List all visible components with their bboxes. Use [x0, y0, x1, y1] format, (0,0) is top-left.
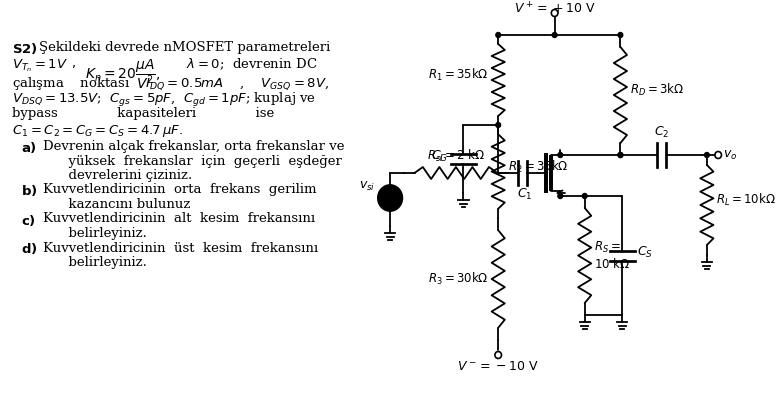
- Text: $C_1=C_2=C_G=C_S=4.7\,\mu F$$.  $: $C_1=C_2=C_G=C_S=4.7\,\mu F$$. $: [12, 123, 184, 139]
- Text: $R_1{=}35\mathrm{k}\Omega$: $R_1{=}35\mathrm{k}\Omega$: [428, 67, 488, 83]
- Text: $\mathbf{b)}$: $\mathbf{b)}$: [21, 183, 37, 199]
- Text: kazancını bulunuz: kazancını bulunuz: [44, 198, 191, 211]
- Text: çalışma    noktası    $I_{DQ}=0.5mA$    ,    $V_{GSQ}=8V$,: çalışma noktası $I_{DQ}=0.5mA$ , $V_{GSQ…: [12, 75, 330, 92]
- Circle shape: [618, 33, 622, 37]
- Text: $\mathbf{S2)}$: $\mathbf{S2)}$: [12, 41, 38, 56]
- Text: yüksek  frekanslar  için  geçerli  eşdeğer: yüksek frekanslar için geçerli eşdeğer: [44, 154, 342, 168]
- Text: bypass              kapasiteleri              ise: bypass kapasiteleri ise: [12, 107, 274, 120]
- Text: $\mathbf{c)}$: $\mathbf{c)}$: [21, 212, 36, 228]
- Text: $K_n=20\dfrac{\mu A}{V^2},$: $K_n=20\dfrac{\mu A}{V^2},$: [85, 57, 160, 91]
- Circle shape: [583, 193, 587, 199]
- Text: $R_D=3\mathrm{k}\Omega$: $R_D=3\mathrm{k}\Omega$: [629, 82, 684, 98]
- Text: $R_{si}=2\ \mathrm{k}\Omega$: $R_{si}=2\ \mathrm{k}\Omega$: [427, 148, 485, 164]
- Text: $C_1$: $C_1$: [516, 187, 532, 202]
- Circle shape: [704, 152, 709, 158]
- Text: devrelerini çiziniz.: devrelerini çiziniz.: [44, 169, 192, 182]
- Text: Kuvvetlendiricinin  üst  kesim  frekansını: Kuvvetlendiricinin üst kesim frekansını: [44, 241, 319, 255]
- Circle shape: [552, 33, 557, 37]
- Text: $,$: $,$: [71, 57, 76, 70]
- Text: $\mathbf{d)}$: $\mathbf{d)}$: [21, 241, 37, 256]
- Text: $C_G$: $C_G$: [432, 148, 449, 164]
- Text: $+$: $+$: [385, 187, 396, 199]
- Text: $v_o$: $v_o$: [723, 148, 737, 162]
- Text: $R_2{=}35\mathrm{k}\Omega$: $R_2{=}35\mathrm{k}\Omega$: [508, 158, 568, 174]
- Circle shape: [618, 152, 622, 158]
- Text: $V_{DSQ}=13.5V$;  $C_{gs}=5pF$,  $C_{gd}=1pF$; kuplaj ve: $V_{DSQ}=13.5V$; $C_{gs}=5pF$, $C_{gd}=1…: [12, 91, 316, 109]
- Text: $C_2$: $C_2$: [654, 125, 669, 140]
- Text: $R_3{=}30\mathrm{k}\Omega$: $R_3{=}30\mathrm{k}\Omega$: [428, 271, 488, 287]
- Text: $C_S$: $C_S$: [637, 245, 654, 260]
- Circle shape: [378, 185, 402, 211]
- Text: $\mathbf{a)}$: $\mathbf{a)}$: [21, 140, 37, 155]
- Text: $-$: $-$: [385, 197, 396, 210]
- Text: $\lambda=0$;  devrenin DC: $\lambda=0$; devrenin DC: [186, 57, 318, 73]
- Text: belirleyiniz.: belirleyiniz.: [44, 227, 147, 240]
- Circle shape: [618, 152, 622, 158]
- Circle shape: [496, 33, 501, 37]
- Circle shape: [558, 193, 562, 199]
- Text: Kuvvetlendiricinin  alt  kesim  frekansını: Kuvvetlendiricinin alt kesim frekansını: [44, 212, 315, 226]
- Text: $V_{T_n}=1V$: $V_{T_n}=1V$: [12, 57, 69, 74]
- Text: $v_{si}$: $v_{si}$: [358, 180, 375, 193]
- Text: Kuvvetlendiricinin  orta  frekans  gerilim: Kuvvetlendiricinin orta frekans gerilim: [44, 183, 317, 197]
- Text: $R_S=$
$10\ \mathrm{k}\Omega$: $R_S=$ $10\ \mathrm{k}\Omega$: [594, 240, 630, 271]
- Text: $R_L=10\mathrm{k}\Omega$: $R_L=10\mathrm{k}\Omega$: [717, 192, 776, 208]
- Text: Devrenin alçak frekanslar, orta frekanslar ve: Devrenin alçak frekanslar, orta frekansl…: [44, 140, 345, 153]
- Text: $V^+=+10\ \mathrm{V}$: $V^+=+10\ \mathrm{V}$: [514, 1, 595, 16]
- Text: Şekildeki devrede nMOSFET parametreleri: Şekildeki devrede nMOSFET parametreleri: [40, 41, 331, 54]
- Circle shape: [558, 152, 562, 158]
- Text: belirleyiniz.: belirleyiniz.: [44, 256, 147, 269]
- Circle shape: [496, 123, 501, 127]
- Text: $V^-=-10\ \mathrm{V}$: $V^-=-10\ \mathrm{V}$: [457, 360, 539, 373]
